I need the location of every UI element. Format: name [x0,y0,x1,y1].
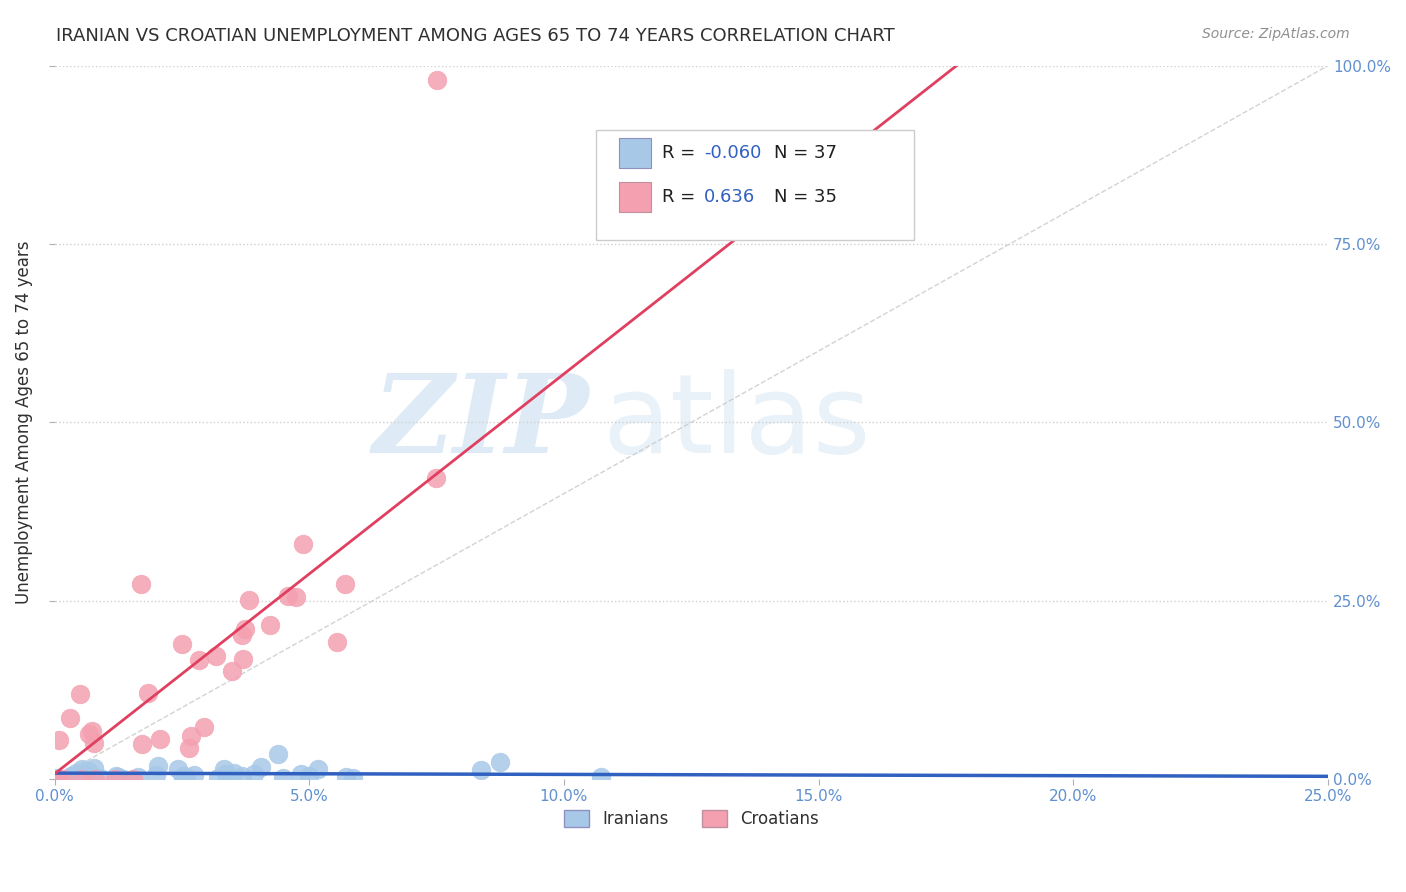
Point [60,770,83,784]
Point [489,756,512,770]
Point [60,769,83,783]
Point [104,772,127,786]
Point [425,471,447,485]
Point [84,772,107,786]
Point [48,772,70,786]
Point [333,576,356,591]
Point [231,652,253,666]
Text: IRANIAN VS CROATIAN UNEMPLOYMENT AMONG AGES 65 TO 74 YEARS CORRELATION CHART: IRANIAN VS CROATIAN UNEMPLOYMENT AMONG A… [56,27,896,45]
Point [70,772,93,786]
Point [271,771,294,785]
Point [46,772,69,786]
Point [335,770,357,784]
Point [148,732,170,747]
Point [233,622,256,636]
Legend: Iranians, Croatians: Iranians, Croatians [557,804,825,835]
Point [222,766,245,780]
Point [470,764,492,778]
Point [70,762,93,776]
Point [166,762,188,776]
Text: Source: ZipAtlas.com: Source: ZipAtlas.com [1202,27,1350,41]
Point [59,711,82,725]
Point [76,764,98,778]
Point [267,747,290,761]
Point [48,733,70,747]
Point [177,741,200,756]
Point [65,766,87,780]
Point [298,769,321,783]
Point [207,772,229,786]
Point [79,727,101,741]
Point [215,767,238,781]
Point [193,719,215,733]
Point [326,635,349,649]
Point [180,729,202,743]
Point [172,772,194,786]
Text: ZIP: ZIP [373,368,589,476]
Point [291,537,314,551]
Point [221,664,243,678]
Text: R =: R = [662,188,702,206]
Point [69,687,91,701]
Text: N = 37: N = 37 [775,144,837,161]
Point [259,618,281,632]
Point [83,761,105,775]
Y-axis label: Unemployment Among Ages 65 to 74 years: Unemployment Among Ages 65 to 74 years [15,241,32,604]
Point [249,759,271,773]
Point [131,737,153,751]
Point [145,767,167,781]
Text: 0.636: 0.636 [704,188,755,206]
Point [44,771,66,785]
FancyBboxPatch shape [596,130,914,240]
Point [238,593,260,607]
Point [122,772,145,786]
Point [174,770,197,784]
Point [212,762,235,776]
Point [89,771,111,785]
Point [105,769,128,783]
Point [129,576,152,591]
Point [205,648,228,663]
Point [83,736,105,750]
Point [342,772,364,786]
Point [52,772,75,786]
Point [285,590,308,604]
Point [136,685,159,699]
Point [107,770,129,784]
Point [426,73,449,87]
Point [243,766,266,780]
Point [170,637,193,651]
Point [591,770,613,784]
Point [80,723,103,738]
Point [231,628,253,642]
Text: N = 35: N = 35 [775,188,837,206]
Point [290,767,312,781]
Point [183,768,205,782]
FancyBboxPatch shape [619,182,651,211]
Point [148,758,170,772]
Text: R =: R = [662,144,702,161]
Text: atlas: atlas [602,368,870,475]
Point [112,772,135,786]
Point [277,589,299,603]
Point [231,769,253,783]
Point [307,762,329,776]
Point [188,653,211,667]
FancyBboxPatch shape [619,137,651,168]
Point [127,770,149,784]
Point [172,769,194,783]
Text: -0.060: -0.060 [704,144,762,161]
